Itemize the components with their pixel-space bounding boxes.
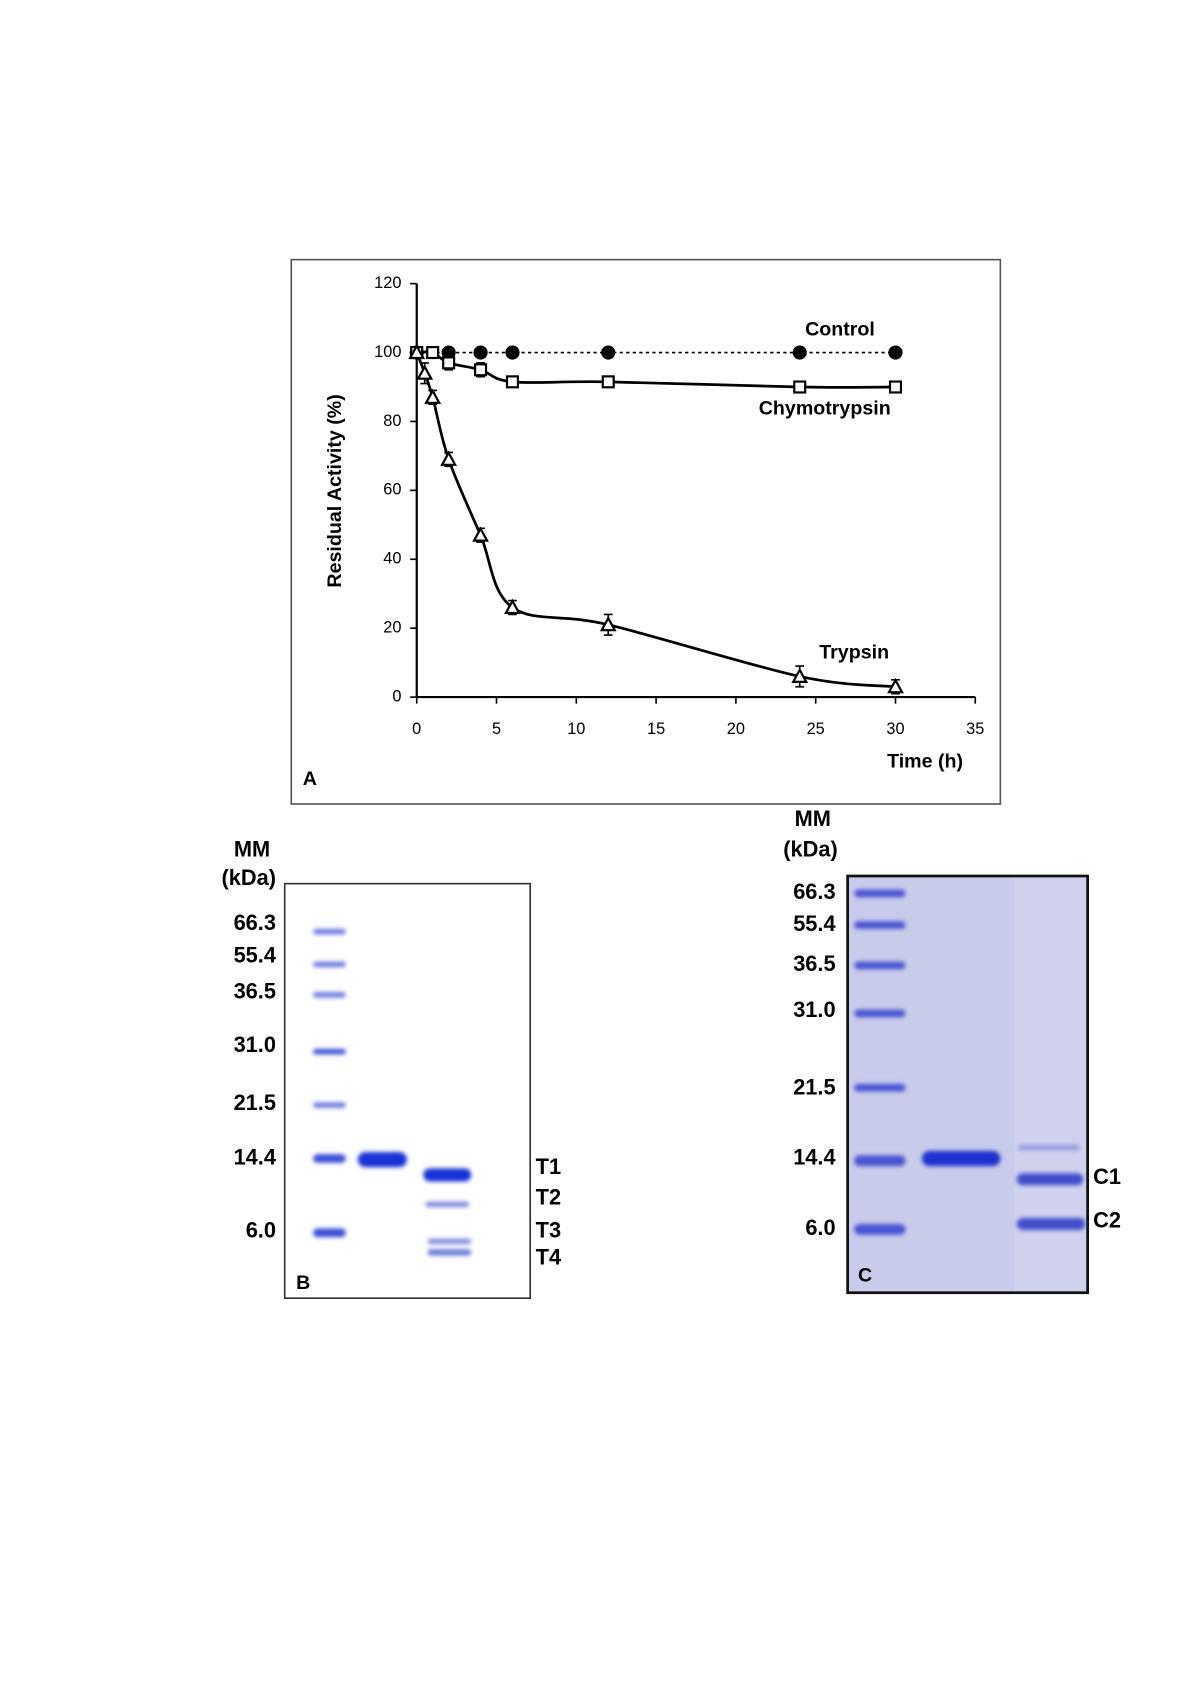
panel-label: B: [296, 1272, 310, 1294]
mm-header: MM: [795, 806, 831, 831]
x-tick-label: 15: [647, 720, 665, 738]
marker: [472, 526, 489, 542]
y-tick-label: 120: [374, 274, 401, 292]
marker-label: 14.4: [234, 1144, 276, 1169]
gel-band: [854, 1009, 906, 1018]
marker-label: 55.4: [234, 942, 276, 967]
marker: [426, 345, 440, 360]
marker-label: 31.0: [793, 997, 835, 1022]
marker-label: 66.3: [793, 879, 835, 904]
marker: [792, 345, 807, 360]
x-tick-label: 30: [886, 720, 904, 738]
panel-label: C: [858, 1265, 872, 1287]
marker-label: 21.5: [234, 1090, 276, 1115]
gel-band: [313, 1228, 346, 1238]
gel-band: [425, 1201, 470, 1208]
marker: [505, 375, 520, 389]
marker-label: 31.0: [234, 1032, 276, 1057]
marker-label: 66.3: [234, 910, 276, 935]
gel-band: [1017, 1144, 1080, 1151]
marker: [505, 345, 520, 360]
marker-label: 55.4: [793, 911, 835, 936]
gel-band: [921, 1150, 1001, 1167]
marker: [504, 598, 521, 615]
marker: [888, 380, 903, 394]
marker: [599, 615, 617, 632]
marker: [601, 345, 616, 360]
marker-label: 6.0: [246, 1217, 276, 1242]
y-tick-label: 40: [383, 550, 401, 568]
y-tick-label: 60: [383, 481, 401, 499]
gel-band: [313, 961, 346, 968]
gel-band: [1016, 1173, 1084, 1186]
mm-header: MM: [234, 837, 270, 862]
marker-label: 36.5: [793, 951, 835, 976]
mm-header: (kDa): [783, 837, 838, 862]
gel-band: [313, 992, 346, 998]
gel-band: [854, 889, 906, 898]
gel-band: [854, 1083, 906, 1092]
band-label: C1: [1093, 1164, 1121, 1189]
gel-band: [854, 1224, 906, 1235]
gel-band: [313, 1102, 346, 1108]
band-label: T4: [536, 1245, 561, 1270]
gel-band: [427, 1249, 472, 1256]
x-tick-label: 20: [727, 720, 745, 738]
marker: [424, 388, 442, 404]
band-label: T2: [536, 1185, 561, 1210]
series-line: [416, 350, 896, 389]
marker-label: 36.5: [234, 978, 276, 1003]
series-line: [415, 352, 896, 689]
marker: [793, 380, 807, 394]
series-label: Control: [805, 319, 875, 341]
y-tick-label: 80: [383, 412, 401, 430]
gel-band: [313, 928, 346, 935]
marker: [442, 356, 456, 370]
marker: [473, 345, 488, 360]
x-tick-label: 5: [492, 720, 501, 738]
marker: [887, 677, 904, 694]
gel-band: [854, 921, 906, 929]
x-tick-label: 35: [966, 720, 984, 738]
x-axis-label: Time (h): [887, 751, 963, 773]
marker: [408, 343, 426, 360]
series-label: Trypsin: [819, 642, 889, 664]
marker: [601, 375, 615, 389]
band-label: T1: [536, 1154, 561, 1179]
series-label: Chymotrypsin: [759, 397, 891, 419]
band-label: C2: [1093, 1208, 1121, 1233]
gel-band: [854, 961, 906, 970]
mm-header: (kDa): [221, 865, 276, 890]
gel-band: [1016, 1218, 1086, 1230]
marker-label: 14.4: [793, 1144, 835, 1169]
marker: [440, 450, 458, 466]
x-tick-label: 0: [412, 720, 421, 738]
panel-label: A: [303, 768, 317, 790]
gel-band: [854, 1155, 906, 1167]
x-tick-label: 25: [807, 720, 825, 738]
marker-label: 21.5: [793, 1074, 835, 1099]
marker: [888, 345, 903, 360]
y-tick-label: 20: [383, 619, 401, 637]
y-axis-label: Residual Activity (%): [324, 394, 346, 587]
marker: [791, 667, 809, 683]
marker-label: 6.0: [805, 1215, 835, 1240]
y-tick-label: 100: [374, 343, 401, 361]
gel-band: [423, 1168, 472, 1182]
marker: [416, 364, 434, 380]
gel-band: [427, 1238, 472, 1245]
marker: [474, 363, 488, 377]
x-tick-label: 10: [567, 720, 585, 738]
y-tick-label: 0: [392, 687, 401, 705]
panel-a-frame: [290, 258, 1002, 805]
gel-band: [313, 1154, 346, 1163]
gel-band: [357, 1152, 407, 1168]
gel-band: [313, 1048, 346, 1055]
band-label: T3: [536, 1217, 561, 1242]
